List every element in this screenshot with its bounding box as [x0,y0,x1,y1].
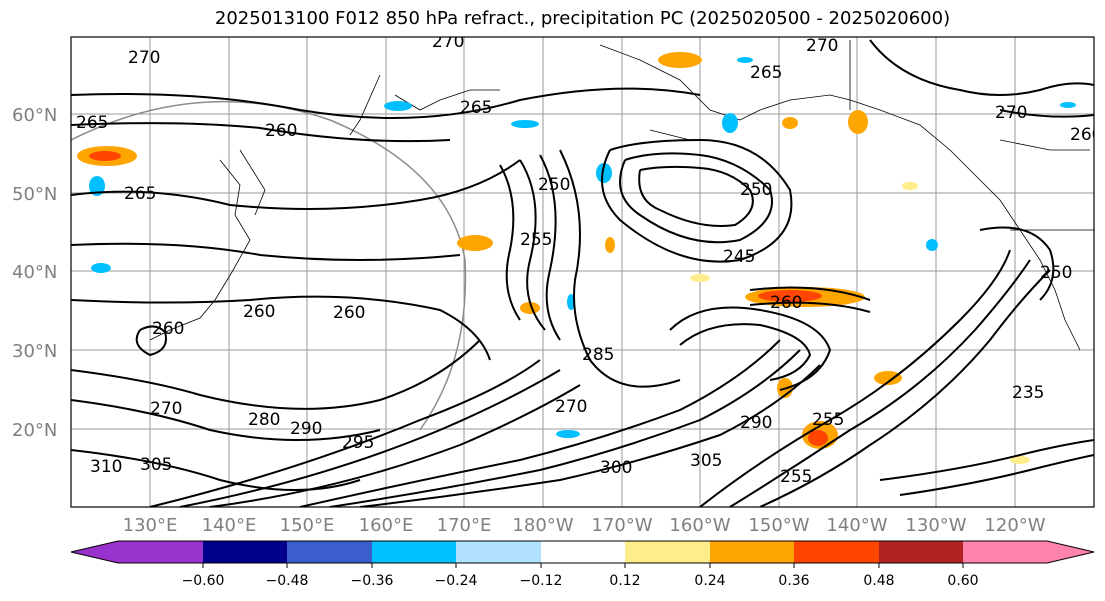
lon-label: 140°E [202,515,257,536]
precipitation-shading [77,52,1076,464]
colorbar-tick-label: 0.24 [694,573,725,589]
map-panel [71,37,1094,507]
longitude-axis: 130°E 140°E 150°E 160°E 170°E 180°W 170°… [123,515,1046,536]
contour-label: 260 [265,121,297,141]
contour-label: 270 [128,48,160,68]
lat-label: 20°N [12,420,57,441]
range-circle [71,100,467,431]
colorbar-tick-label: −0.48 [266,573,309,589]
contour-label: 260 [770,293,802,313]
contour-label: 255 [812,410,844,430]
lat-label: 40°N [12,262,57,283]
colorbar-outline [70,540,1095,564]
contour-label: 290 [290,419,322,439]
colorbar-cell [879,541,963,563]
colorbar-tick-label: −0.60 [182,573,225,589]
contour-label: 265 [76,113,108,133]
contour-label: 270 [806,36,838,56]
contour-label: 270 [432,32,464,52]
contour-label: 260 [243,302,275,322]
graticule [71,37,1094,507]
lon-label: 130°W [905,515,966,536]
contour-label: 250 [1040,263,1072,283]
lon-label: 180°W [512,515,573,536]
lon-label: 160°E [359,515,414,536]
colorbar-cell [287,541,372,563]
colorbar-tick-label: 0.48 [863,573,894,589]
contour-label: 300 [600,458,632,478]
latitude-axis: 60°N 50°N 40°N 30°N 20°N [12,105,57,441]
contour-label: 250 [740,180,772,200]
lat-label: 30°N [12,341,57,362]
map-frame [70,36,1095,508]
lon-label: 170°W [591,515,652,536]
lon-label: 120°W [984,515,1045,536]
contour-label: 305 [140,455,172,475]
contour-label: 305 [690,451,722,471]
contour-label: 295 [342,433,374,453]
colorbar-cell [710,541,794,563]
map-title: 2025013100 F012 850 hPa refract., precip… [214,8,951,29]
colorbar-cell [203,541,287,563]
contour-label: 265 [750,63,782,83]
contour-label: 235 [1012,383,1044,403]
colorbar-tick-label: −0.24 [435,573,478,589]
contour-label: 285 [582,345,614,365]
lat-label: 60°N [12,105,57,126]
lon-label: 170°E [437,515,492,536]
contour-label: 290 [740,413,772,433]
contour-label: 265 [124,184,156,204]
colorbar-cell [794,541,879,563]
contour-label: 270 [555,397,587,417]
colorbar-cell [71,541,203,563]
contour-label: 270 [150,399,182,419]
colorbar-cell [963,541,1094,563]
contour-label: 255 [780,467,812,487]
contour-label: 255 [520,230,552,250]
colorbar-tick-label: −0.12 [520,573,563,589]
contour-label: 245 [723,247,755,267]
contour-label: 265 [460,98,492,118]
colorbar-cell [456,541,541,563]
colorbar-cell [625,541,710,563]
lon-label: 140°W [826,515,887,536]
lon-label: 130°E [123,515,178,536]
colorbar-tick-label: −0.36 [351,573,394,589]
refractivity-contours [71,39,1094,507]
contour-label: 280 [248,410,280,430]
colorbar-cell [372,541,456,563]
contour-label: 260 [1070,125,1102,145]
colorbar-cell [541,541,625,563]
lon-label: 150°W [748,515,809,536]
lon-label: 160°W [669,515,730,536]
contour-label: 310 [90,457,122,477]
colorbar-tick-label: 0.12 [609,573,640,589]
colorbar: −0.60 −0.48 −0.36 −0.24 −0.12 0.12 0.24 … [70,540,1095,589]
contour-label: 260 [152,319,184,339]
colorbar-ticks [202,563,964,568]
contour-label: 250 [538,175,570,195]
lat-label: 50°N [12,184,57,205]
lon-label: 150°E [280,515,335,536]
colorbar-tick-label: 0.36 [778,573,809,589]
colorbar-tick-label: 0.60 [947,573,978,589]
contour-label: 260 [333,303,365,323]
contour-label: 270 [995,103,1027,123]
contour-label-group: 270 270 270 265 265 265 265 260 260 260 … [76,32,1102,487]
